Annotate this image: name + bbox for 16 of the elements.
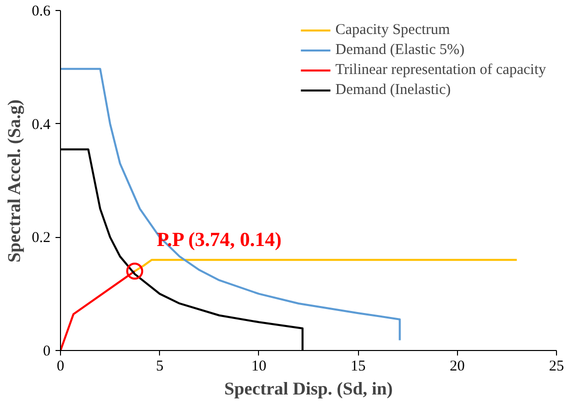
legend-label: Trilinear representation of capacity [335, 62, 546, 78]
y-tick-label: 0.6 [32, 4, 51, 20]
x-tick-label: 5 [156, 358, 164, 374]
x-tick-label: 15 [350, 358, 366, 374]
x-axis-title: Spectral Disp. (Sd, in) [224, 378, 393, 398]
x-tick-label: 10 [251, 358, 266, 374]
legend-label: Capacity Spectrum [335, 22, 450, 38]
legend-label: Demand (Elastic 5%) [335, 42, 464, 58]
y-axis-title: Spectral Accel. (Sa.g) [4, 100, 24, 262]
y-tick-label: 0.4 [32, 116, 51, 133]
x-tick-label: 0 [56, 358, 64, 374]
x-tick-label: 25 [549, 358, 564, 374]
x-tick-label: 20 [450, 358, 465, 374]
legend-label: Demand (Inelastic) [335, 82, 451, 98]
y-tick-label: 0 [43, 344, 50, 360]
y-tick-label: 0.2 [32, 230, 50, 246]
